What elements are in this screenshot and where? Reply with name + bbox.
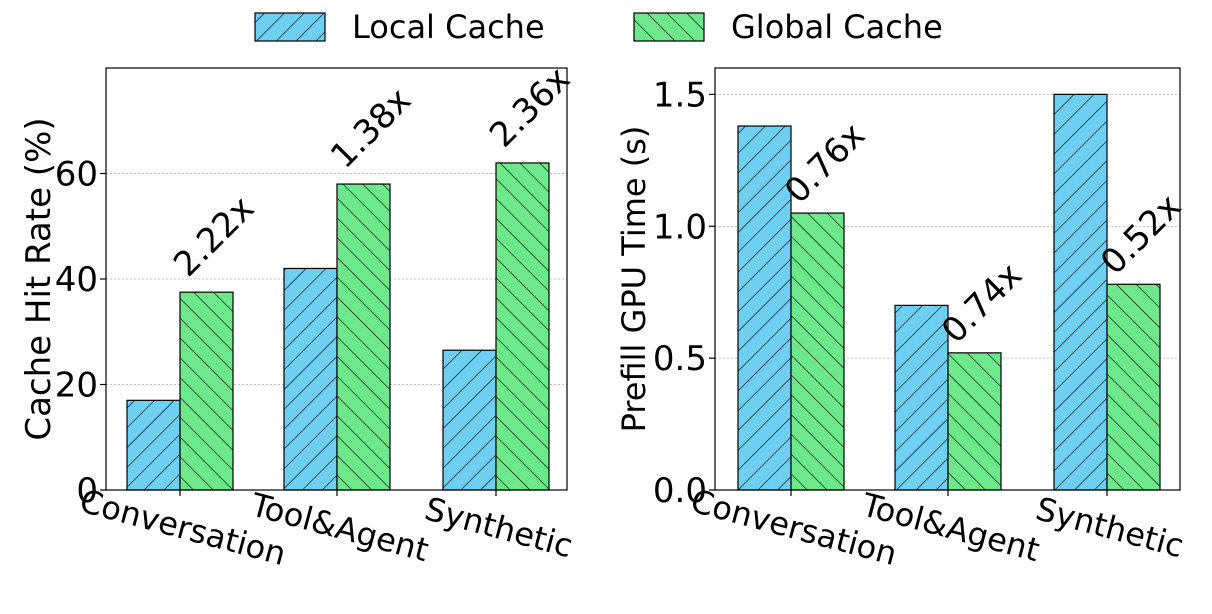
y-axis-label: Prefill GPU Time (s) xyxy=(615,126,653,433)
y-tick-label: 1.5 xyxy=(653,75,707,115)
prefill-gpu-time-chart: 0.00.51.01.5ConversationTool&AgentSynthe… xyxy=(615,67,1189,573)
bar-global-cache-conversation-hatch xyxy=(790,212,845,491)
legend-label-local-cache: Local Cache xyxy=(352,8,545,46)
bar-local-cache-synthetic-hatch xyxy=(1053,93,1108,491)
bar-global-cache-synthetic-hatch xyxy=(1106,283,1161,491)
bar-local-cache-conversation-hatch xyxy=(126,399,181,491)
bar-local-cache-synthetic-hatch xyxy=(442,349,497,491)
y-tick-label: 0.5 xyxy=(653,339,707,379)
ratio-annotation-conversation: 2.22x xyxy=(166,189,262,285)
bar-global-cache-tool-agent-hatch xyxy=(336,183,391,491)
x-tick-label-synthetic: Synthetic xyxy=(1032,489,1188,565)
y-tick-label: 0 xyxy=(76,471,98,511)
bar-global-cache-tool-agent-hatch xyxy=(947,352,1002,491)
bar-local-cache-tool-agent-hatch xyxy=(283,267,338,491)
legend-entry-local-cache: Local Cache xyxy=(254,8,545,46)
y-tick-label: 1.0 xyxy=(653,207,707,247)
legend-swatch-local-cache-hatch xyxy=(254,12,326,42)
y-tick-label: 20 xyxy=(55,366,98,406)
cache-hit-rate-chart: 0204060ConversationTool&AgentSyntheticCa… xyxy=(19,59,578,573)
legend-entry-global-cache: Global Cache xyxy=(633,8,943,46)
ratio-annotation-synthetic: 2.36x xyxy=(482,59,578,155)
y-axis-label: Cache Hit Rate (%) xyxy=(19,117,59,440)
legend: Local Cache Global Cache xyxy=(254,8,943,46)
legend-label-global-cache: Global Cache xyxy=(731,8,943,46)
legend-swatch-global-cache-hatch xyxy=(633,12,705,42)
y-tick-label: 60 xyxy=(55,155,98,195)
y-tick-label: 40 xyxy=(55,260,98,300)
bar-local-cache-tool-agent-hatch xyxy=(894,304,949,491)
bar-global-cache-conversation-hatch xyxy=(179,291,234,491)
x-tick-label-synthetic: Synthetic xyxy=(421,489,577,565)
bar-global-cache-synthetic-hatch xyxy=(495,162,550,491)
ratio-annotation-tool-agent: 1.38x xyxy=(323,80,419,176)
ratio-annotation-tool-agent: 0.74x xyxy=(934,255,1030,351)
y-tick-label: 0.0 xyxy=(653,471,707,511)
